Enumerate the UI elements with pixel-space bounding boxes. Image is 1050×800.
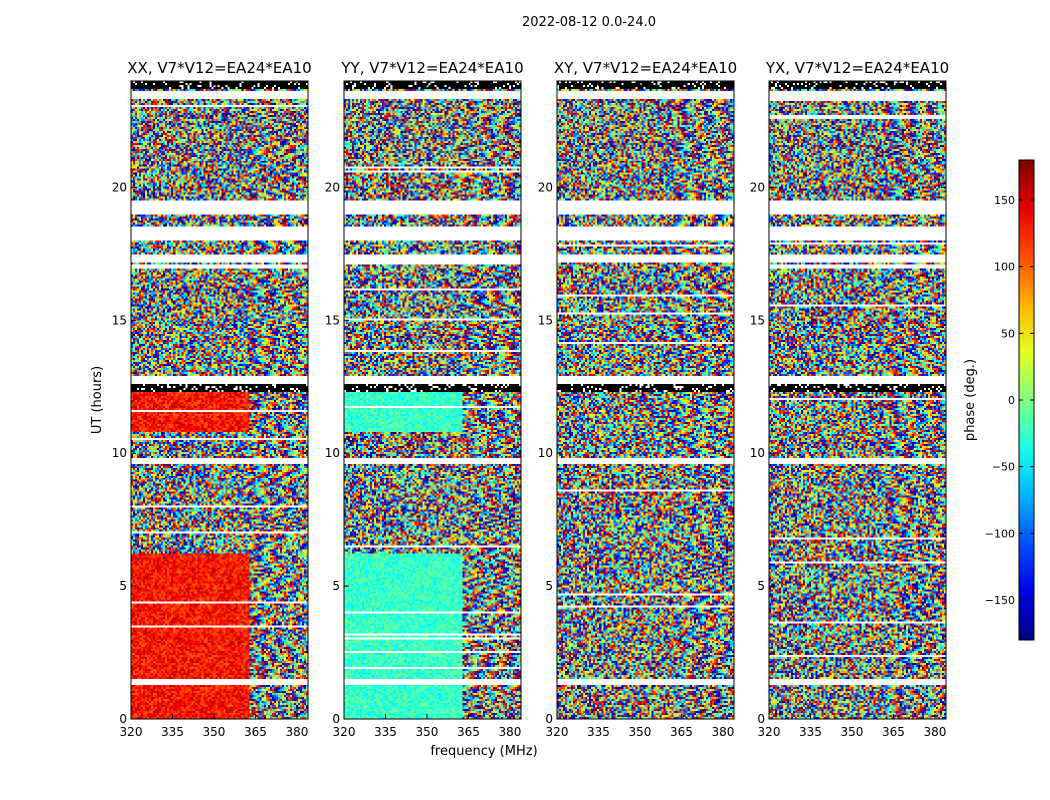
colorbar: −150 −100 −50 0 50 100 150 [985,159,1035,641]
heatmap-image-yx [769,81,946,719]
colorbar-label: phase (deg.) [963,359,978,441]
x-tick-label: 365 [882,725,905,739]
y-tick-label: 15 [538,313,553,327]
panel-title-yx: YX, V7*V12=EA24*EA10 [765,59,949,77]
colorbar-tick-label: −50 [992,461,1015,474]
y-tick-label: 5 [119,579,127,593]
x-tick-label: 365 [244,725,267,739]
heatmap-image-yy [344,81,521,719]
colorbar-tick-label: −100 [985,527,1015,540]
y-tick-label: 5 [545,579,553,593]
y-tick-label: 10 [750,446,765,460]
figure-suptitle: 2022-08-12 0.0-24.0 [522,15,656,30]
y-tick-label: 10 [112,446,127,460]
y-tick-label: 20 [750,180,765,194]
panel-title-xy: XY, V7*V12=EA24*EA10 [554,59,737,77]
y-tick-label: 10 [538,446,553,460]
y-tick-label: 20 [538,180,553,194]
y-tick-label: 20 [112,180,127,194]
panels-group: XX, V7*V12=EA24*EA10 320 335 350 365 380 0 5 10 1… [112,59,949,739]
x-tick-label: 380 [285,725,308,739]
x-tick-label: 320 [120,725,143,739]
y-axis-label: UT (hours) [90,366,105,434]
panel-title-xx: XX, V7*V12=EA24*EA10 [127,59,311,77]
x-tick-label: 335 [374,725,397,739]
y-tick-label: 15 [325,313,340,327]
y-tick-label: 5 [332,579,340,593]
colorbar-tick-label: 150 [994,194,1015,207]
panel-frame-yx [768,80,947,720]
x-tick-label: 335 [799,725,822,739]
x-tick-label: 365 [457,725,480,739]
x-tick-label: 320 [546,725,569,739]
x-tick-label: 380 [498,725,521,739]
y-tick-label: 10 [325,446,340,460]
x-axis-label: frequency (MHz) [430,744,537,759]
y-tick-label: 20 [325,180,340,194]
panel-frame-yy [343,80,522,720]
x-tick-label: 335 [587,725,610,739]
y-tick-label: 15 [750,313,765,327]
heatmap-image-xy [557,81,734,719]
colorbar-tick-label: 0 [1008,394,1015,407]
x-tick-label: 350 [841,725,864,739]
panel-frame-xx [130,80,309,720]
y-tick-label: 15 [112,313,127,327]
x-tick-label: 350 [629,725,652,739]
y-tick-label: 0 [757,712,765,726]
x-tick-label: 380 [711,725,734,739]
panel-xy: XY, V7*V12=EA24*EA10 320 335 350 365 380 0 5 10 1… [538,59,737,739]
y-tick-label: 0 [119,712,127,726]
x-tick-label: 350 [416,725,439,739]
panel-frame-xy [556,80,735,720]
panel-yx: YX, V7*V12=EA24*EA10 320 335 350 365 380 0 5 10 1… [750,59,949,739]
heatmap-image-xx [131,81,308,719]
y-tick-label: 0 [545,712,553,726]
colorbar-tick-label: −150 [985,594,1015,607]
x-tick-label: 320 [758,725,781,739]
x-tick-label: 365 [670,725,693,739]
x-tick-label: 335 [161,725,184,739]
panel-title-yy: YY, V7*V12=EA24*EA10 [340,59,523,77]
x-tick-label: 320 [333,725,356,739]
panel-yy: YY, V7*V12=EA24*EA10 320 335 350 365 380 0 5 10 1… [325,59,524,739]
panel-xx: XX, V7*V12=EA24*EA10 320 335 350 365 380 0 5 10 1… [112,59,312,739]
x-tick-label: 350 [203,725,226,739]
colorbar-tick-label: 100 [994,261,1015,274]
x-tick-label: 380 [923,725,946,739]
colorbar-tick-label: 50 [1001,327,1015,340]
y-tick-label: 0 [332,712,340,726]
y-tick-label: 5 [757,579,765,593]
